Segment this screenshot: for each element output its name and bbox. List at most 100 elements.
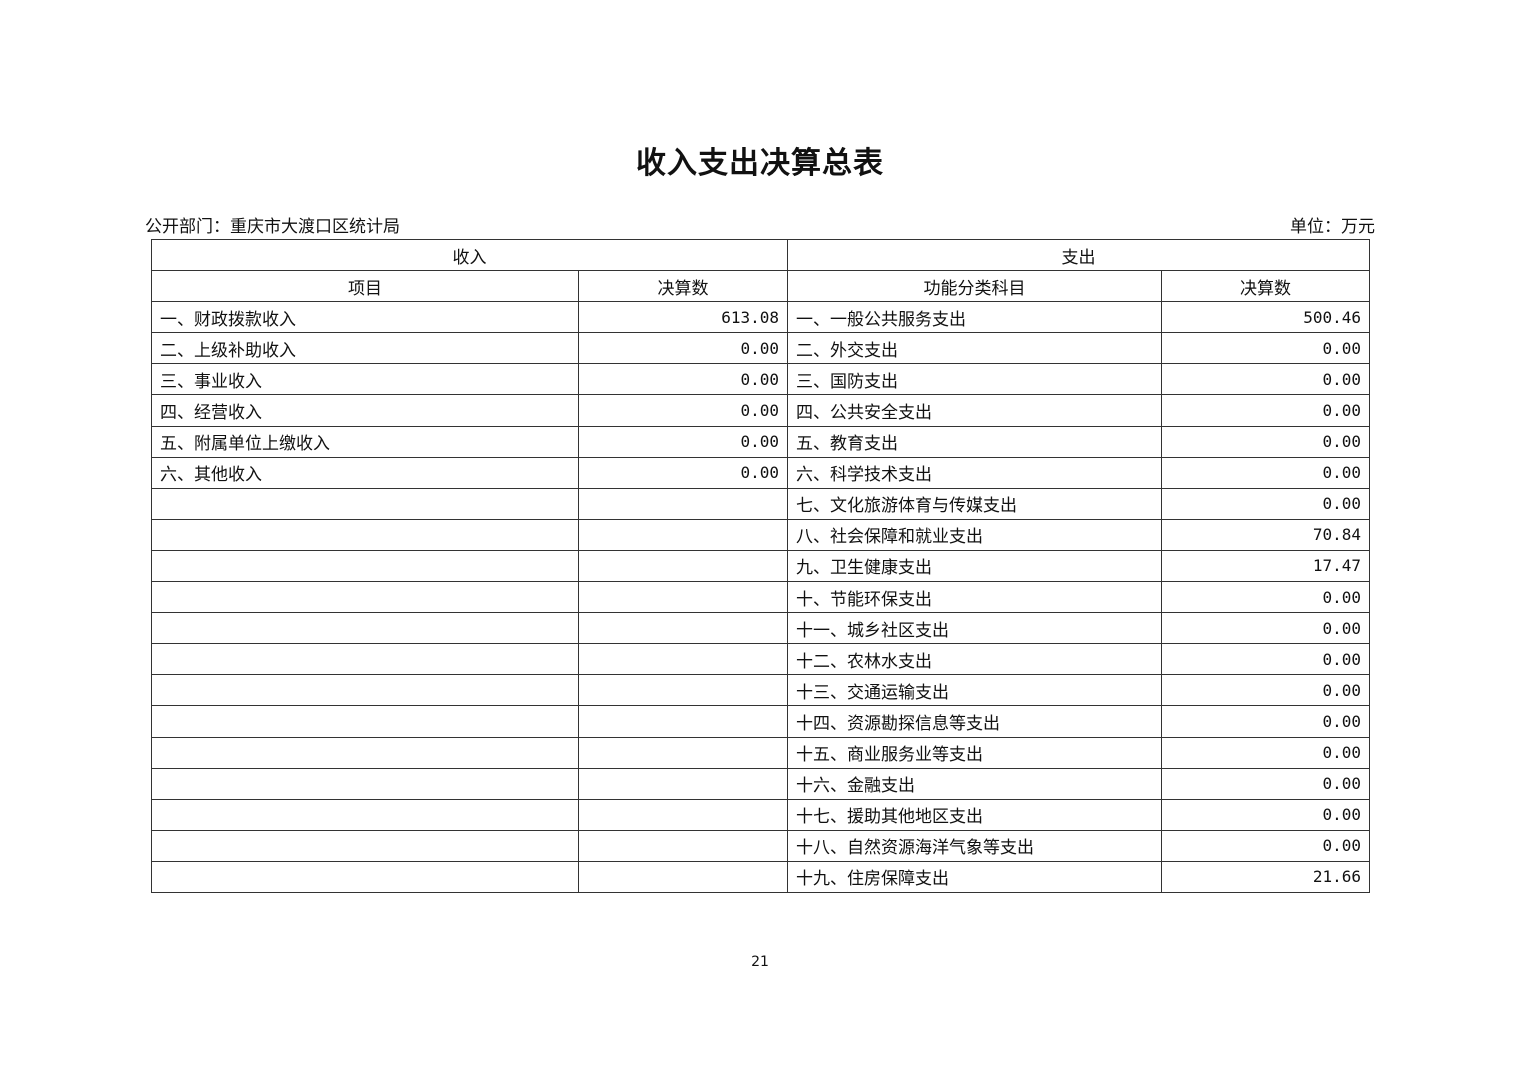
income-item-cell bbox=[151, 798, 579, 831]
table-row: 十九、住房保障支出 21.66 bbox=[151, 860, 1370, 893]
income-amount-cell bbox=[578, 860, 788, 893]
income-item-cell bbox=[151, 487, 579, 520]
table-row: 十二、农林水支出 0.00 bbox=[151, 643, 1370, 676]
income-amount-column-header: 决算数 bbox=[578, 270, 788, 303]
expense-amount-cell: 0.00 bbox=[1161, 829, 1370, 862]
income-amount-cell bbox=[578, 518, 788, 551]
expense-amount-cell: 0.00 bbox=[1161, 767, 1370, 800]
income-amount-cell: 0.00 bbox=[578, 456, 788, 489]
column-header-row: 项目 决算数 功能分类科目 决算数 bbox=[151, 270, 1370, 303]
income-amount-cell bbox=[578, 549, 788, 583]
expense-amount-cell: 0.00 bbox=[1161, 736, 1370, 769]
income-item-column-header: 项目 bbox=[151, 270, 579, 303]
expense-amount-cell: 0.00 bbox=[1161, 643, 1370, 676]
income-item-cell bbox=[151, 612, 579, 645]
expense-amount-cell: 0.00 bbox=[1161, 332, 1370, 365]
expense-item-cell: 十九、住房保障支出 bbox=[787, 860, 1162, 893]
page-number: 21 bbox=[751, 954, 769, 970]
income-amount-cell bbox=[578, 612, 788, 645]
income-item-cell: 四、经营收入 bbox=[151, 394, 579, 427]
income-amount-cell: 0.00 bbox=[578, 332, 788, 365]
table-row: 十五、商业服务业等支出 0.00 bbox=[151, 736, 1370, 769]
income-amount-cell: 0.00 bbox=[578, 363, 788, 396]
expense-item-cell: 二、外交支出 bbox=[787, 332, 1162, 365]
table-row: 十八、自然资源海洋气象等支出 0.00 bbox=[151, 829, 1370, 862]
income-item-cell bbox=[151, 860, 579, 893]
expense-amount-cell: 0.00 bbox=[1161, 705, 1370, 738]
income-expense-table: 收入 支出 项目 决算数 功能分类科目 决算数 一、财政拨款收入 613.08 一、… bbox=[151, 238, 1370, 893]
table-row: 六、其他收入 0.00 六、科学技术支出 0.00 bbox=[151, 456, 1370, 489]
income-amount-cell: 0.00 bbox=[578, 394, 788, 427]
expense-item-cell: 十一、城乡社区支出 bbox=[787, 612, 1162, 645]
expense-item-cell: 七、文化旅游体育与传媒支出 bbox=[787, 487, 1162, 520]
page-title: 收入支出决算总表 bbox=[636, 146, 884, 181]
department-label: 公开部门：重庆市大渡口区统计局 bbox=[145, 217, 400, 237]
expense-amount-cell: 0.00 bbox=[1161, 612, 1370, 645]
expense-amount-cell: 500.46 bbox=[1161, 301, 1370, 334]
expense-item-cell: 十五、商业服务业等支出 bbox=[787, 736, 1162, 769]
income-amount-cell bbox=[578, 581, 788, 614]
table-row: 十三、交通运输支出 0.00 bbox=[151, 674, 1370, 707]
table-row: 十六、金融支出 0.00 bbox=[151, 767, 1370, 800]
expense-amount-cell: 0.00 bbox=[1161, 581, 1370, 614]
income-item-cell bbox=[151, 581, 579, 614]
income-item-cell bbox=[151, 767, 579, 800]
income-amount-cell bbox=[578, 705, 788, 738]
expense-item-cell: 八、社会保障和就业支出 bbox=[787, 518, 1162, 551]
expense-item-cell: 十、节能环保支出 bbox=[787, 581, 1162, 614]
table-row: 九、卫生健康支出 17.47 bbox=[151, 549, 1370, 583]
income-amount-cell bbox=[578, 643, 788, 676]
expense-item-column-header: 功能分类科目 bbox=[787, 270, 1162, 303]
table-row: 一、财政拨款收入 613.08 一、一般公共服务支出 500.46 bbox=[151, 301, 1370, 334]
expense-item-cell: 五、教育支出 bbox=[787, 425, 1162, 458]
expense-amount-cell: 70.84 bbox=[1161, 518, 1370, 551]
expense-item-cell: 十六、金融支出 bbox=[787, 767, 1162, 800]
table-row: 十四、资源勘探信息等支出 0.00 bbox=[151, 705, 1370, 738]
table-row: 八、社会保障和就业支出 70.84 bbox=[151, 518, 1370, 551]
expense-item-cell: 一、一般公共服务支出 bbox=[787, 301, 1162, 334]
income-item-cell: 二、上级补助收入 bbox=[151, 332, 579, 365]
income-amount-cell bbox=[578, 798, 788, 831]
income-amount-cell bbox=[578, 674, 788, 707]
expense-amount-cell: 0.00 bbox=[1161, 798, 1370, 831]
expense-amount-cell: 0.00 bbox=[1161, 363, 1370, 396]
expense-item-cell: 十八、自然资源海洋气象等支出 bbox=[787, 829, 1162, 862]
table-row: 五、附属单位上缴收入 0.00 五、教育支出 0.00 bbox=[151, 425, 1370, 458]
income-amount-cell: 613.08 bbox=[578, 301, 788, 334]
expense-item-cell: 四、公共安全支出 bbox=[787, 394, 1162, 427]
income-item-cell bbox=[151, 705, 579, 738]
table-row: 十七、援助其他地区支出 0.00 bbox=[151, 798, 1370, 831]
income-item-cell bbox=[151, 736, 579, 769]
table-row: 四、经营收入 0.00 四、公共安全支出 0.00 bbox=[151, 394, 1370, 427]
income-item-cell: 三、事业收入 bbox=[151, 363, 579, 396]
income-item-cell bbox=[151, 674, 579, 707]
income-item-cell: 五、附属单位上缴收入 bbox=[151, 425, 579, 458]
income-item-cell bbox=[151, 643, 579, 676]
income-amount-cell: 0.00 bbox=[578, 425, 788, 458]
expense-item-cell: 九、卫生健康支出 bbox=[787, 549, 1162, 583]
expense-item-cell: 十三、交通运输支出 bbox=[787, 674, 1162, 707]
table-row: 七、文化旅游体育与传媒支出 0.00 bbox=[151, 487, 1370, 520]
table-row: 二、上级补助收入 0.00 二、外交支出 0.00 bbox=[151, 332, 1370, 365]
group-header-row: 收入 支出 bbox=[151, 238, 1370, 272]
income-group-header: 收入 bbox=[151, 238, 788, 272]
income-item-cell bbox=[151, 829, 579, 862]
expense-amount-cell: 0.00 bbox=[1161, 456, 1370, 489]
expense-amount-cell: 0.00 bbox=[1161, 394, 1370, 427]
expense-amount-column-header: 决算数 bbox=[1161, 270, 1370, 303]
table-row: 十、节能环保支出 0.00 bbox=[151, 581, 1370, 614]
income-item-cell bbox=[151, 518, 579, 551]
unit-label: 单位：万元 bbox=[1290, 217, 1375, 237]
income-item-cell: 一、财政拨款收入 bbox=[151, 301, 579, 334]
expense-amount-cell: 0.00 bbox=[1161, 425, 1370, 458]
expense-amount-cell: 0.00 bbox=[1161, 487, 1370, 520]
expense-group-header: 支出 bbox=[787, 238, 1370, 272]
expense-amount-cell: 21.66 bbox=[1161, 860, 1370, 893]
expense-item-cell: 六、科学技术支出 bbox=[787, 456, 1162, 489]
income-amount-cell bbox=[578, 767, 788, 800]
income-item-cell bbox=[151, 549, 579, 583]
table-row: 三、事业收入 0.00 三、国防支出 0.00 bbox=[151, 363, 1370, 396]
expense-item-cell: 十七、援助其他地区支出 bbox=[787, 798, 1162, 831]
income-amount-cell bbox=[578, 487, 788, 520]
expense-amount-cell: 0.00 bbox=[1161, 674, 1370, 707]
